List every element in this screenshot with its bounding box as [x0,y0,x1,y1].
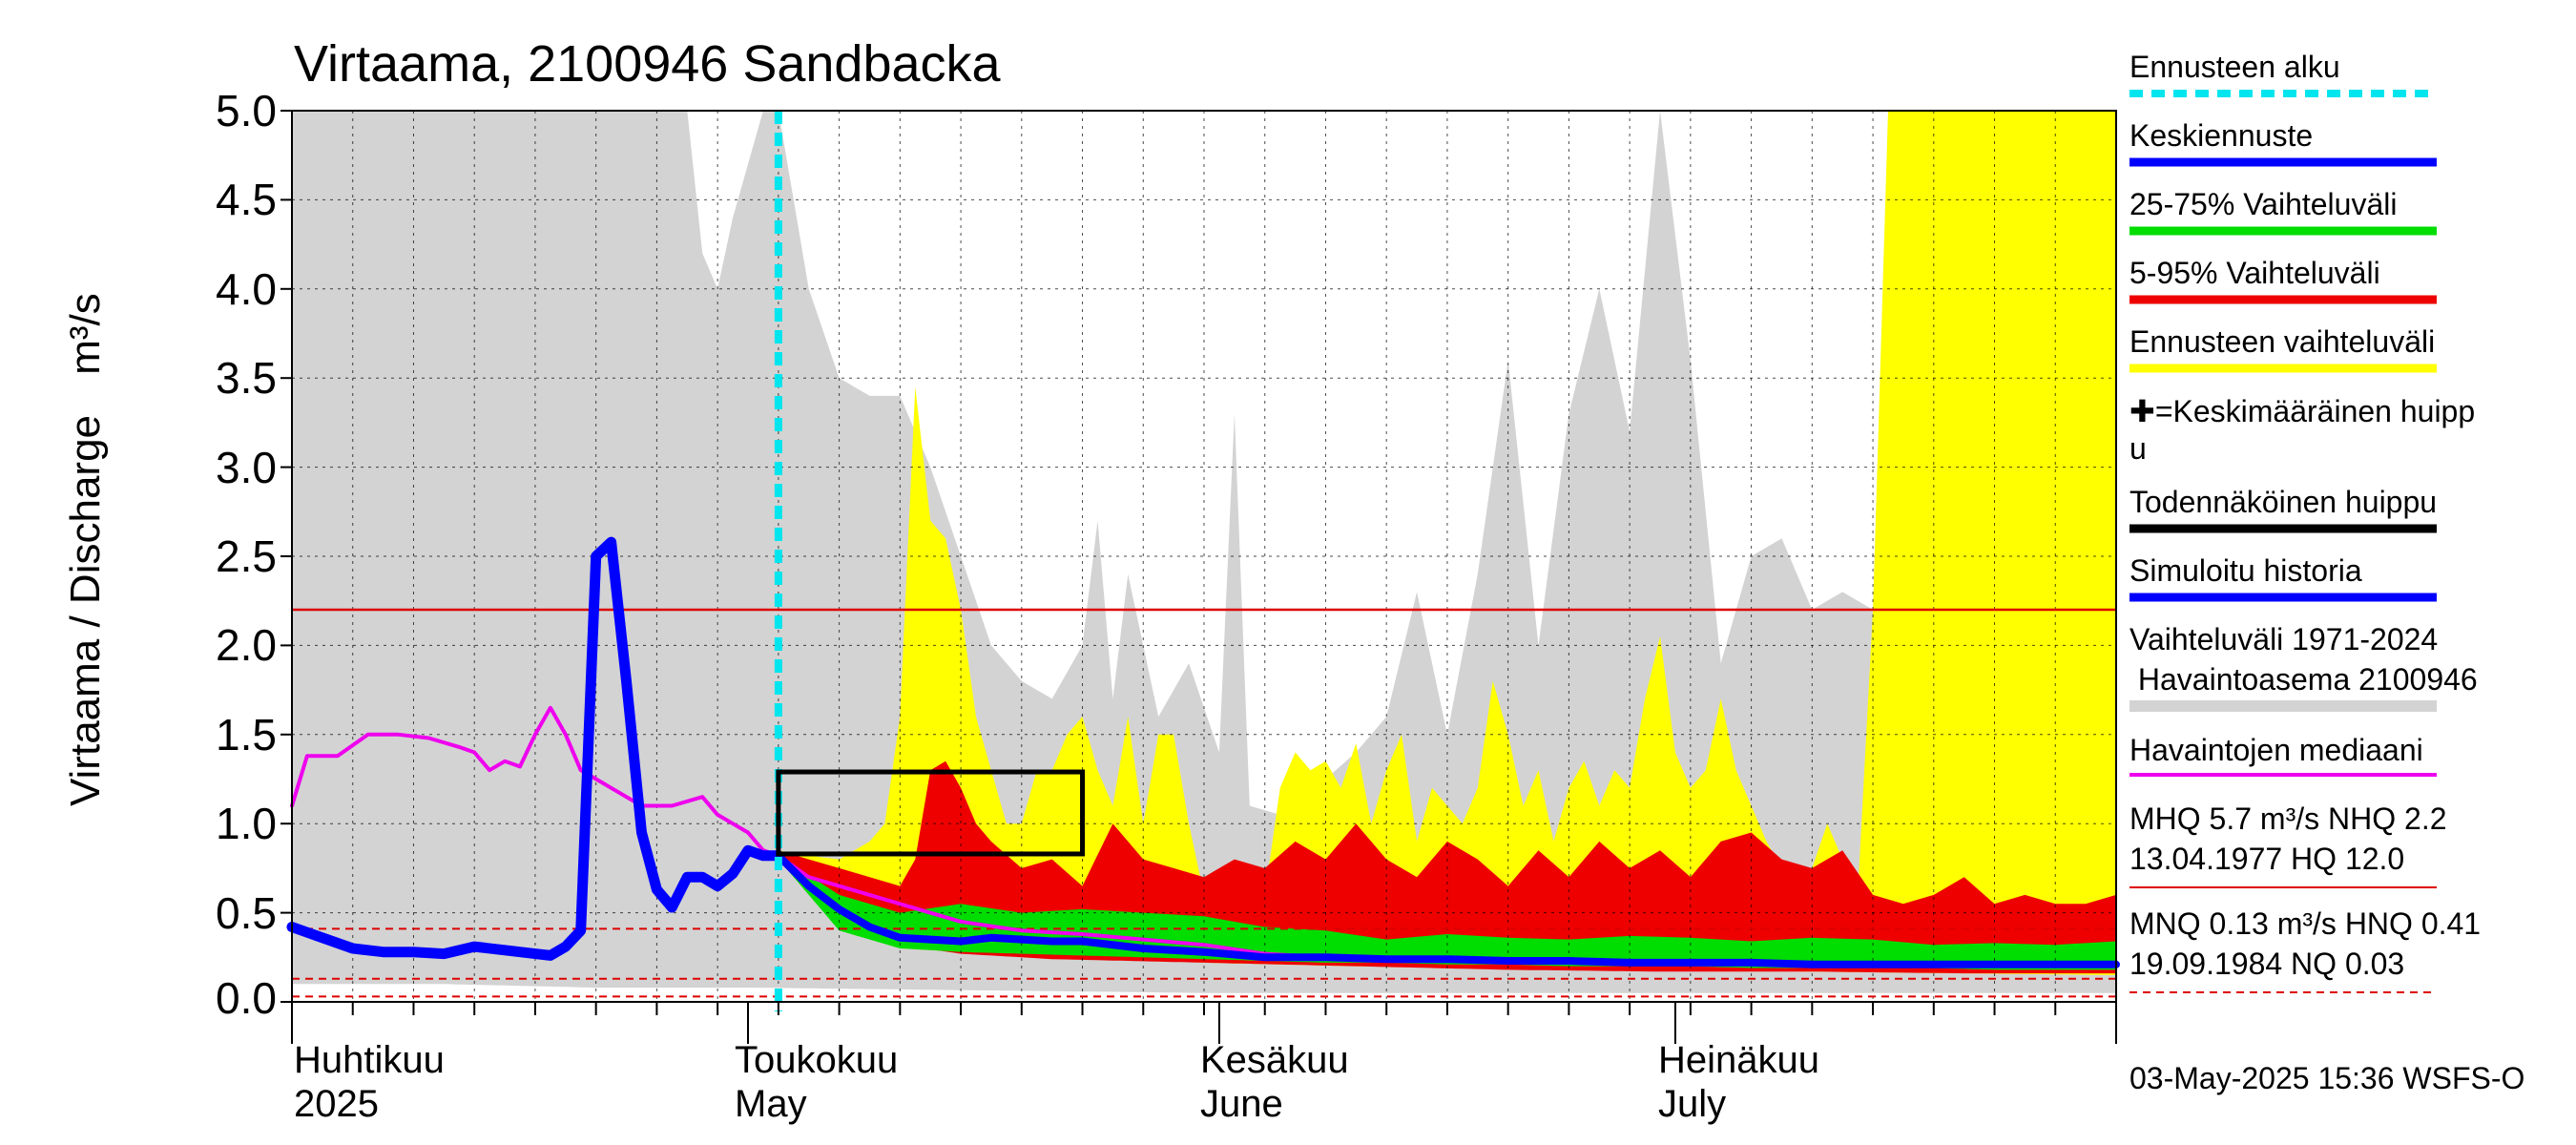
month-sub: July [1658,1083,1727,1125]
y-tick-label: 2.5 [216,531,277,581]
month-label-may: Toukokuu May [735,1038,898,1126]
month-sub: June [1200,1083,1283,1125]
legend-range-25-75: 25-75% Vaihteluväli [2129,187,2398,221]
legend-forecast-start: Ennusteen alku [2129,50,2340,84]
legend-mnq-2: 19.09.1984 NQ 0.03 [2129,947,2405,981]
legend-lines-layer [2129,90,2437,993]
month-label-april: Huhtikuu 2025 [294,1038,445,1126]
legend-forecast-range: Ennusteen vaihteluväli [2129,324,2436,359]
chart-title: Virtaama, 2100946 Sandbacka [294,35,1001,93]
probable-peak-box [776,769,1086,857]
axes-layer [280,110,2117,1044]
y-tick-label: 3.0 [216,442,277,492]
month-label-june: Kesäkuu June [1200,1038,1349,1126]
month-name: Toukokuu [735,1039,899,1081]
legend-mean-peak-text: =Keskimääräinen huipp [2154,394,2476,428]
simulated-history-line [286,536,784,961]
legend-mnq-1: MNQ 0.13 m³/s HNQ 0.41 [2129,906,2482,941]
month-name: Huhtikuu [294,1039,445,1081]
y-tick-label: 0.0 [216,973,277,1023]
month-name: Heinäkuu [1658,1039,1820,1081]
timestamp-footer: 03-May-2025 15:36 WSFS-O [2129,1061,2525,1095]
legend-mean-peak: ✚=Keskimääräinen huipp [2129,393,2475,429]
month-label-july: Heinäkuu July [1658,1038,1819,1126]
series-lines-layer [286,111,2120,1011]
legend-mhq-1: MHQ 5.7 m³/s NHQ 2.2 [2129,802,2447,836]
y-tick-label: 5.0 [216,86,277,135]
plus-icon: ✚ [2129,394,2155,428]
month-sub: 2025 [294,1083,379,1125]
legend-variation-2: Havaintoasema 2100946 [2129,662,2478,697]
legend-median: Havaintojen mediaani [2129,733,2423,767]
y-tick-label: 1.0 [216,799,277,849]
legend-simulated-history: Simuloitu historia [2129,553,2362,588]
y-tick-label: 4.0 [216,263,277,314]
legend-mean-peak-wrap: u [2129,431,2147,466]
y-tick-label: 3.5 [216,353,277,404]
y-tick-label: 0.5 [216,887,277,938]
legend-mhq-2: 13.04.1977 HQ 12.0 [2129,842,2405,876]
month-sub: May [735,1083,807,1125]
y-axis-label: Virtaama / Discharge [62,414,109,807]
legend-mean-forecast: Keskiennuste [2129,118,2314,153]
legend-probable-peak: Todennäköinen huippu [2129,485,2438,519]
y-tick-label: 1.5 [216,709,277,760]
legend-range-5-95: 5-95% Vaihteluväli [2129,256,2380,290]
y-tick-label: 4.5 [216,175,277,225]
legend-variation-1: Vaihteluväli 1971-2024 [2129,622,2439,656]
y-axis-unit: m³/s [62,293,109,375]
y-tick-label: 2.0 [216,620,277,671]
mean-forecast-line [774,851,2120,968]
month-name: Kesäkuu [1200,1039,1349,1081]
